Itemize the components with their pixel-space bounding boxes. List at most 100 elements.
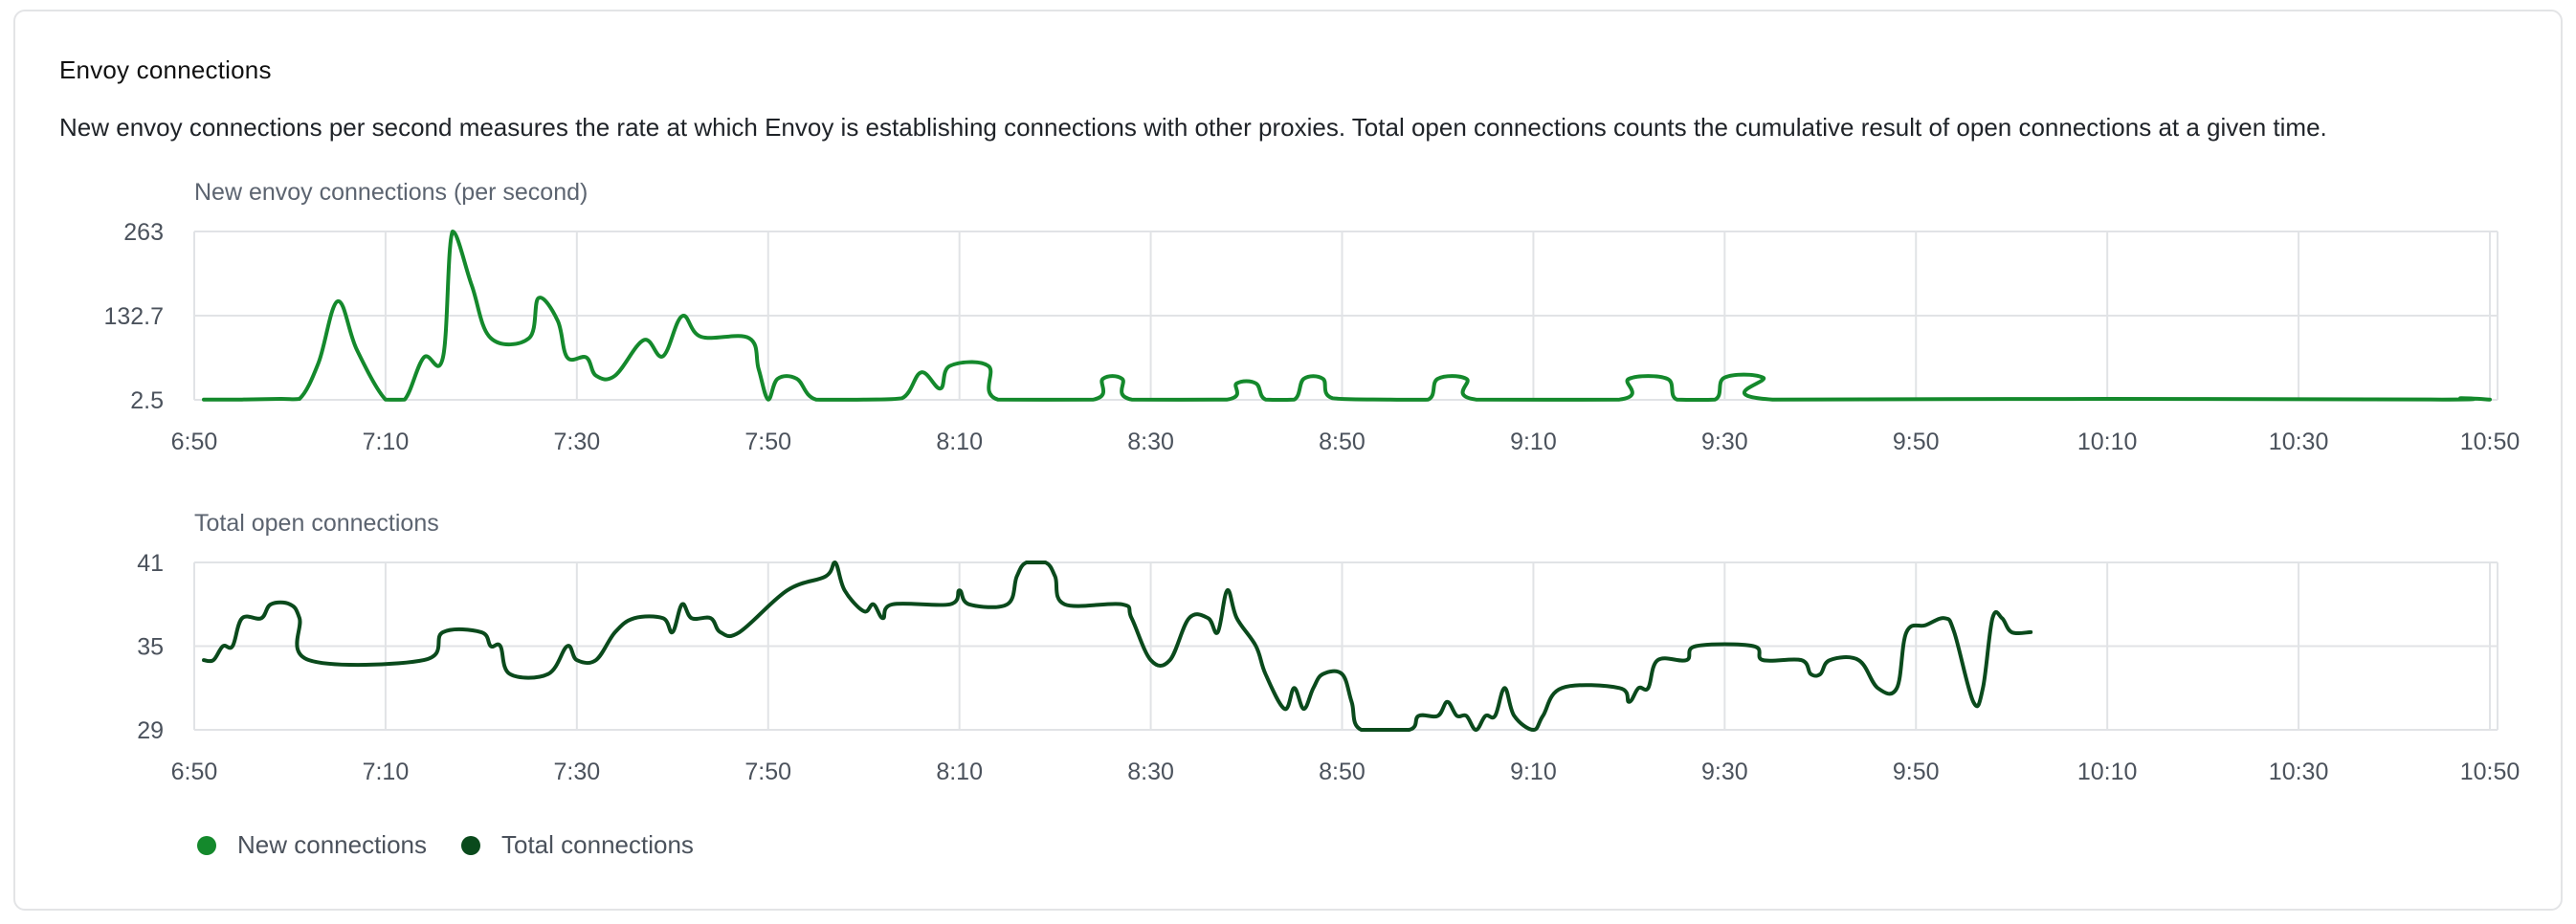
data-point — [1303, 708, 1305, 710]
data-point — [1819, 673, 1821, 675]
x-tick-label: 7:10 — [363, 429, 410, 455]
data-point — [767, 399, 769, 401]
data-point — [949, 604, 951, 605]
data-point — [614, 375, 616, 377]
x-tick-label: 9:50 — [1893, 759, 1940, 785]
data-point — [949, 365, 951, 367]
data-point — [595, 659, 597, 661]
data-point — [337, 300, 339, 302]
data-point — [2489, 399, 2491, 401]
data-point — [490, 646, 492, 648]
x-tick-label: 10:30 — [2269, 759, 2329, 785]
data-point — [480, 631, 482, 633]
data-point — [1016, 576, 1018, 578]
data-point — [921, 371, 922, 373]
legend-label-total: Total connections — [501, 830, 694, 860]
data-point — [1026, 561, 1028, 563]
data-point — [1876, 687, 1878, 689]
x-tick-label: 7:10 — [363, 759, 410, 785]
data-point — [270, 604, 272, 605]
data-point — [1561, 687, 1563, 689]
data-point — [1188, 617, 1190, 619]
data-point — [299, 617, 300, 619]
data-point — [777, 378, 779, 380]
data-point — [1542, 715, 1543, 716]
data-point — [1857, 659, 1859, 661]
data-point — [710, 617, 712, 619]
x-tick-label: 9:10 — [1510, 429, 1557, 455]
data-point — [1924, 625, 1926, 627]
data-point — [1417, 715, 1419, 716]
data-point — [289, 604, 291, 605]
data-point — [1208, 617, 1210, 619]
x-tick-label: 10:50 — [2460, 429, 2520, 455]
data-point — [1045, 561, 1047, 563]
data-point — [787, 589, 788, 591]
data-point — [442, 357, 444, 359]
data-point — [212, 659, 214, 661]
x-tick-label: 8:30 — [1127, 759, 1174, 785]
data-point — [720, 631, 722, 633]
data-point — [1465, 378, 1467, 380]
data-point — [2441, 399, 2443, 401]
data-point — [863, 610, 865, 612]
data-point — [672, 631, 674, 633]
data-point — [1455, 715, 1457, 716]
data-point — [1628, 701, 1630, 703]
data-point — [509, 673, 511, 675]
data-point — [1446, 701, 1448, 703]
data-point — [557, 319, 559, 321]
legend-item-new-connections[interactable]: New connections — [197, 830, 427, 860]
data-point — [471, 284, 473, 286]
data-point — [1752, 646, 1754, 648]
data-point — [260, 617, 262, 619]
data-point — [1943, 617, 1945, 619]
x-tick-label: 10:30 — [2269, 429, 2329, 455]
y-tick-label: 263 — [123, 219, 164, 246]
data-point — [566, 646, 568, 648]
data-point — [538, 297, 540, 299]
data-point — [1695, 646, 1697, 648]
data-point — [1150, 659, 1152, 661]
x-tick-label: 10:10 — [2077, 429, 2138, 455]
data-point — [1436, 378, 1438, 380]
data-point — [1972, 701, 1974, 703]
data-point — [1762, 377, 1764, 379]
data-point — [566, 357, 568, 359]
x-tick-label: 9:30 — [1701, 429, 1748, 455]
data-point — [1064, 604, 1066, 605]
data-point — [1313, 687, 1315, 689]
data-point — [815, 399, 817, 401]
data-point — [1637, 687, 1639, 689]
data-point — [1685, 659, 1687, 661]
data-point — [681, 316, 683, 318]
data-point — [1714, 399, 1716, 401]
x-tick-label: 6:50 — [171, 429, 218, 455]
data-point — [2460, 397, 2462, 399]
data-point — [241, 399, 243, 401]
data-point — [1503, 687, 1505, 689]
data-point — [1007, 604, 1009, 605]
data-point — [1055, 576, 1056, 578]
x-tick-label: 7:30 — [553, 759, 600, 785]
data-point — [1294, 399, 1296, 401]
data-point — [203, 659, 205, 661]
data-point — [892, 604, 894, 605]
data-point — [452, 231, 454, 232]
data-point — [1771, 399, 1773, 401]
data-point — [662, 355, 664, 357]
data-point — [404, 399, 406, 401]
y-tick-label: 29 — [137, 717, 164, 744]
x-tick-label: 10:10 — [2077, 759, 2138, 785]
data-point — [1666, 378, 1668, 380]
y-tick-label: 41 — [137, 550, 164, 577]
data-point — [1255, 383, 1257, 385]
legend-item-total-connections[interactable]: Total connections — [461, 830, 694, 860]
data-point — [318, 362, 320, 363]
data-point — [1647, 687, 1649, 689]
data-point — [997, 399, 999, 401]
x-tick-label: 8:10 — [936, 759, 983, 785]
data-point — [1093, 399, 1095, 401]
data-point — [1169, 659, 1171, 661]
data-point — [1436, 715, 1438, 716]
